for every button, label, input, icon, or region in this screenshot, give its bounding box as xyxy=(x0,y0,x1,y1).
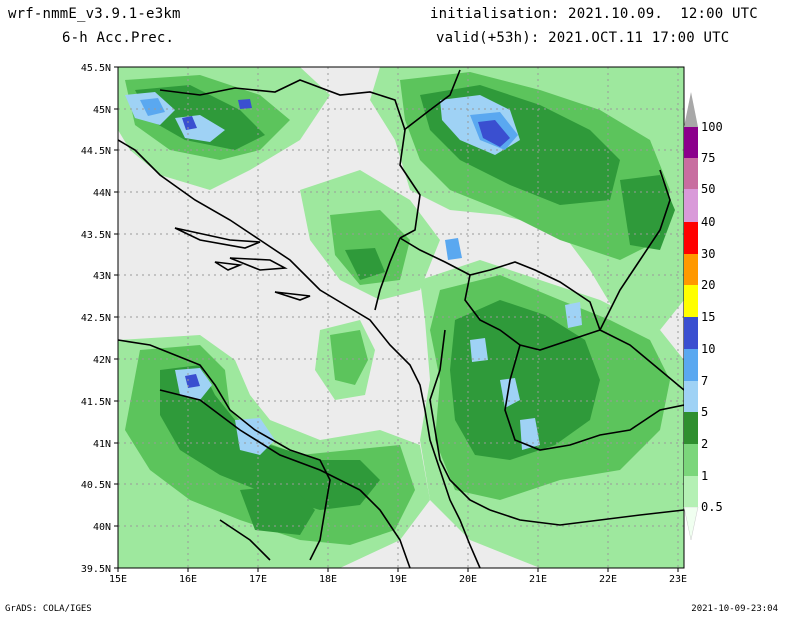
colorbar-label: 2 xyxy=(701,437,708,451)
lon-label: 15E xyxy=(109,574,127,585)
lon-label: 21E xyxy=(529,574,547,585)
precip-dark-blue xyxy=(182,99,510,388)
lon-labels: 15E 16E 17E 18E 19E 20E 21E 22E 23E xyxy=(109,574,687,585)
colorbar-segment xyxy=(684,381,698,412)
colorbar-segment xyxy=(684,317,698,349)
country-borders xyxy=(159,69,684,568)
lon-tick-marks xyxy=(117,568,679,572)
colorbar-label: 20 xyxy=(701,278,715,292)
lon-label: 16E xyxy=(179,574,197,585)
lat-label: 45N xyxy=(93,105,111,116)
graticule xyxy=(118,67,684,568)
lat-label: 44N xyxy=(93,188,111,199)
colorbar-segment xyxy=(684,158,698,189)
colorbar-label: 100 xyxy=(701,120,723,134)
colorbar-label: 40 xyxy=(701,215,715,229)
grads-credit: GrADS: COLA/IGES xyxy=(5,604,92,614)
lon-label: 23E xyxy=(669,574,687,585)
lon-label: 22E xyxy=(599,574,617,585)
colorbar-labels: 0.5 1 2 5 7 10 15 20 30 40 50 75 100 xyxy=(701,120,723,514)
lat-label: 44.5N xyxy=(81,146,111,157)
colorbar-top-triangle xyxy=(684,92,698,127)
lon-label: 18E xyxy=(319,574,337,585)
colorbar-label: 1 xyxy=(701,469,708,483)
lon-label: 17E xyxy=(249,574,267,585)
colorbar-bottom-triangle xyxy=(683,506,699,541)
lat-tick-marks xyxy=(114,66,118,569)
lat-label: 41.5N xyxy=(81,397,111,408)
lon-label: 19E xyxy=(389,574,407,585)
colorbar-segment xyxy=(684,127,698,158)
colorbar-label: 0.5 xyxy=(701,500,723,514)
lat-label: 43N xyxy=(93,271,111,282)
lat-label: 41N xyxy=(93,439,111,450)
model-title: wrf-nmmE_v3.9.1-e3km xyxy=(8,6,181,22)
colorbar-segment xyxy=(684,476,698,507)
render-timestamp: 2021-10-09-23:04 xyxy=(691,604,778,614)
lat-label: 43.5N xyxy=(81,230,111,241)
lat-label: 40N xyxy=(93,522,111,533)
colorbar-label: 10 xyxy=(701,342,715,356)
lon-label: 20E xyxy=(459,574,477,585)
colorbar-label: 30 xyxy=(701,247,715,261)
colorbar xyxy=(683,92,699,541)
lat-label: 45.5N xyxy=(81,63,111,74)
colorbar-segment xyxy=(684,444,698,476)
colorbar-segment xyxy=(684,285,698,317)
lat-label: 40.5N xyxy=(81,480,111,491)
colorbar-segment xyxy=(684,412,698,444)
lat-labels: 45.5N 45N 44.5N 44N 43.5N 43N 42.5N 42N … xyxy=(81,63,111,575)
lat-label: 42.5N xyxy=(81,313,111,324)
colorbar-label: 15 xyxy=(701,310,715,324)
colorbar-label: 50 xyxy=(701,182,715,196)
colorbar-label: 7 xyxy=(701,374,708,388)
colorbar-label: 75 xyxy=(701,151,715,165)
colorbar-label: 5 xyxy=(701,405,708,419)
colorbar-segment xyxy=(684,349,698,381)
coastlines xyxy=(118,139,481,568)
colorbar-segment xyxy=(684,254,698,285)
lat-label: 42N xyxy=(93,355,111,366)
variable-title: 6-h Acc.Prec. xyxy=(62,30,175,46)
colorbar-segment xyxy=(684,189,698,222)
init-time: initialisation: 2021.10.09. 12:00 UTC xyxy=(430,6,758,22)
valid-time: valid(+53h): 2021.OCT.11 17:00 UTC xyxy=(436,30,730,46)
lat-label: 39.5N xyxy=(81,564,111,575)
colorbar-segment xyxy=(684,222,698,254)
